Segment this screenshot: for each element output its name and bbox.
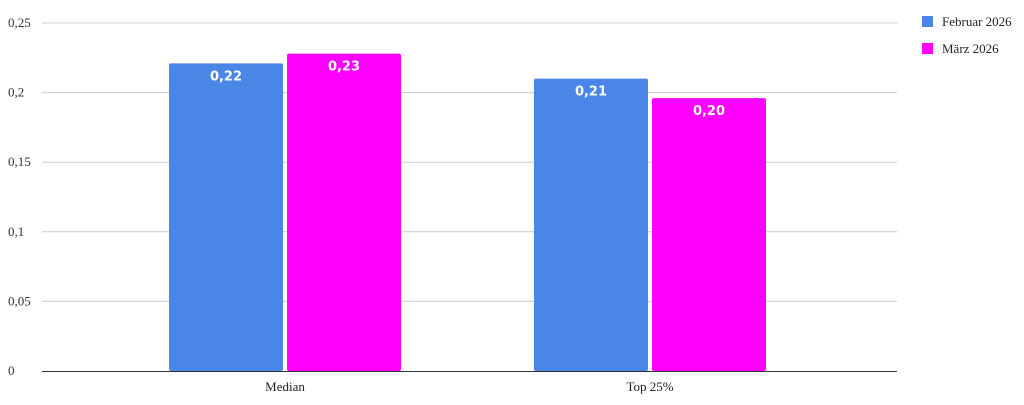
legend-swatch [922,43,933,54]
data-label: 0,20 [693,104,725,119]
y-tick-label: 0,25 [8,15,31,30]
y-tick-label: 0,05 [8,293,31,308]
y-axis: 0 0,05 0,1 0,15 0,2 0,25 [8,15,31,378]
x-category-label: Median [265,379,305,394]
bar [287,53,401,372]
data-label: 0,22 [210,69,242,84]
legend: Februar 2026 März 2026 [922,14,1012,56]
legend-swatch [922,16,933,27]
data-label: 0,23 [328,60,360,75]
legend-label: März 2026 [942,41,999,56]
bars: 0,22 0,23 0,21 0,20 [169,53,766,372]
x-category-label: Top 25% [626,379,673,394]
bar [169,63,283,371]
bar [652,98,766,371]
y-tick-label: 0,1 [8,224,24,239]
y-tick-label: 0,15 [8,154,31,169]
y-tick-label: 0,2 [8,85,24,100]
data-label: 0,21 [575,85,607,100]
legend-label: Februar 2026 [942,14,1012,29]
y-tick-label: 0 [8,363,15,378]
bar [534,78,648,372]
x-axis: Median Top 25% [42,371,897,394]
